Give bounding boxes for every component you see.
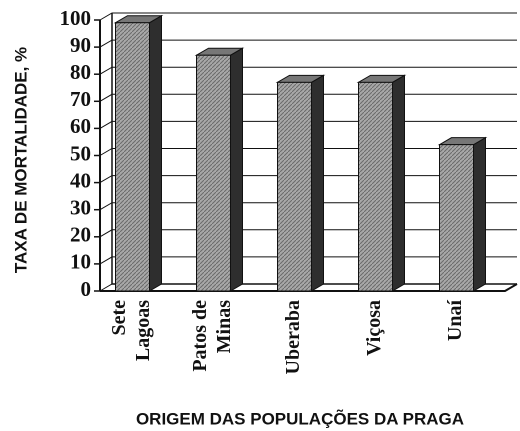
- bar: [194, 47, 245, 292]
- grid-line: [99, 39, 517, 48]
- x-axis-label: ORIGEM DAS POPULAÇÕES DA PRAGA: [136, 408, 464, 428]
- x-tick-label: Minas: [213, 300, 235, 354]
- bar-front: [358, 81, 393, 292]
- y-tick-label: 30: [70, 196, 91, 220]
- y-tick-label: 70: [70, 87, 91, 111]
- y-tick-label: 10: [70, 250, 91, 274]
- y-axis-label: TAXA DE MORTALIDADE, %: [11, 47, 30, 273]
- grid-line: [99, 12, 517, 21]
- y-tick-label: 40: [70, 168, 91, 192]
- bar: [356, 74, 407, 292]
- bar-front: [115, 22, 150, 292]
- y-tick-label: 100: [60, 6, 92, 30]
- x-tick-label: Lagoas: [132, 300, 154, 361]
- bar-front: [196, 54, 231, 292]
- bar-side: [311, 74, 324, 292]
- x-tick-label: Patos de: [189, 300, 211, 372]
- bar: [113, 14, 164, 292]
- y-tick-label: 0: [81, 277, 92, 301]
- bar-side: [473, 136, 486, 292]
- x-tick-label: Sete: [108, 300, 130, 336]
- y-tick-label: 90: [70, 33, 91, 57]
- x-tick-label: Viçosa: [363, 300, 385, 356]
- bar-side: [392, 74, 405, 292]
- bar-side: [149, 14, 162, 292]
- floor: [100, 283, 518, 292]
- bar: [275, 74, 326, 292]
- x-tick-label: Unaí: [444, 300, 466, 342]
- x-tick-label: Uberaba: [282, 300, 304, 374]
- y-tick-label: 60: [70, 114, 91, 138]
- bar-front: [439, 144, 474, 292]
- grid-line: [99, 66, 517, 75]
- bar-front: [277, 81, 312, 292]
- y-tick-label: 80: [70, 60, 91, 84]
- y-tick-label: 20: [70, 223, 91, 247]
- y-tick-label: 50: [70, 141, 91, 165]
- bar: [437, 136, 488, 292]
- bar-side: [230, 47, 243, 292]
